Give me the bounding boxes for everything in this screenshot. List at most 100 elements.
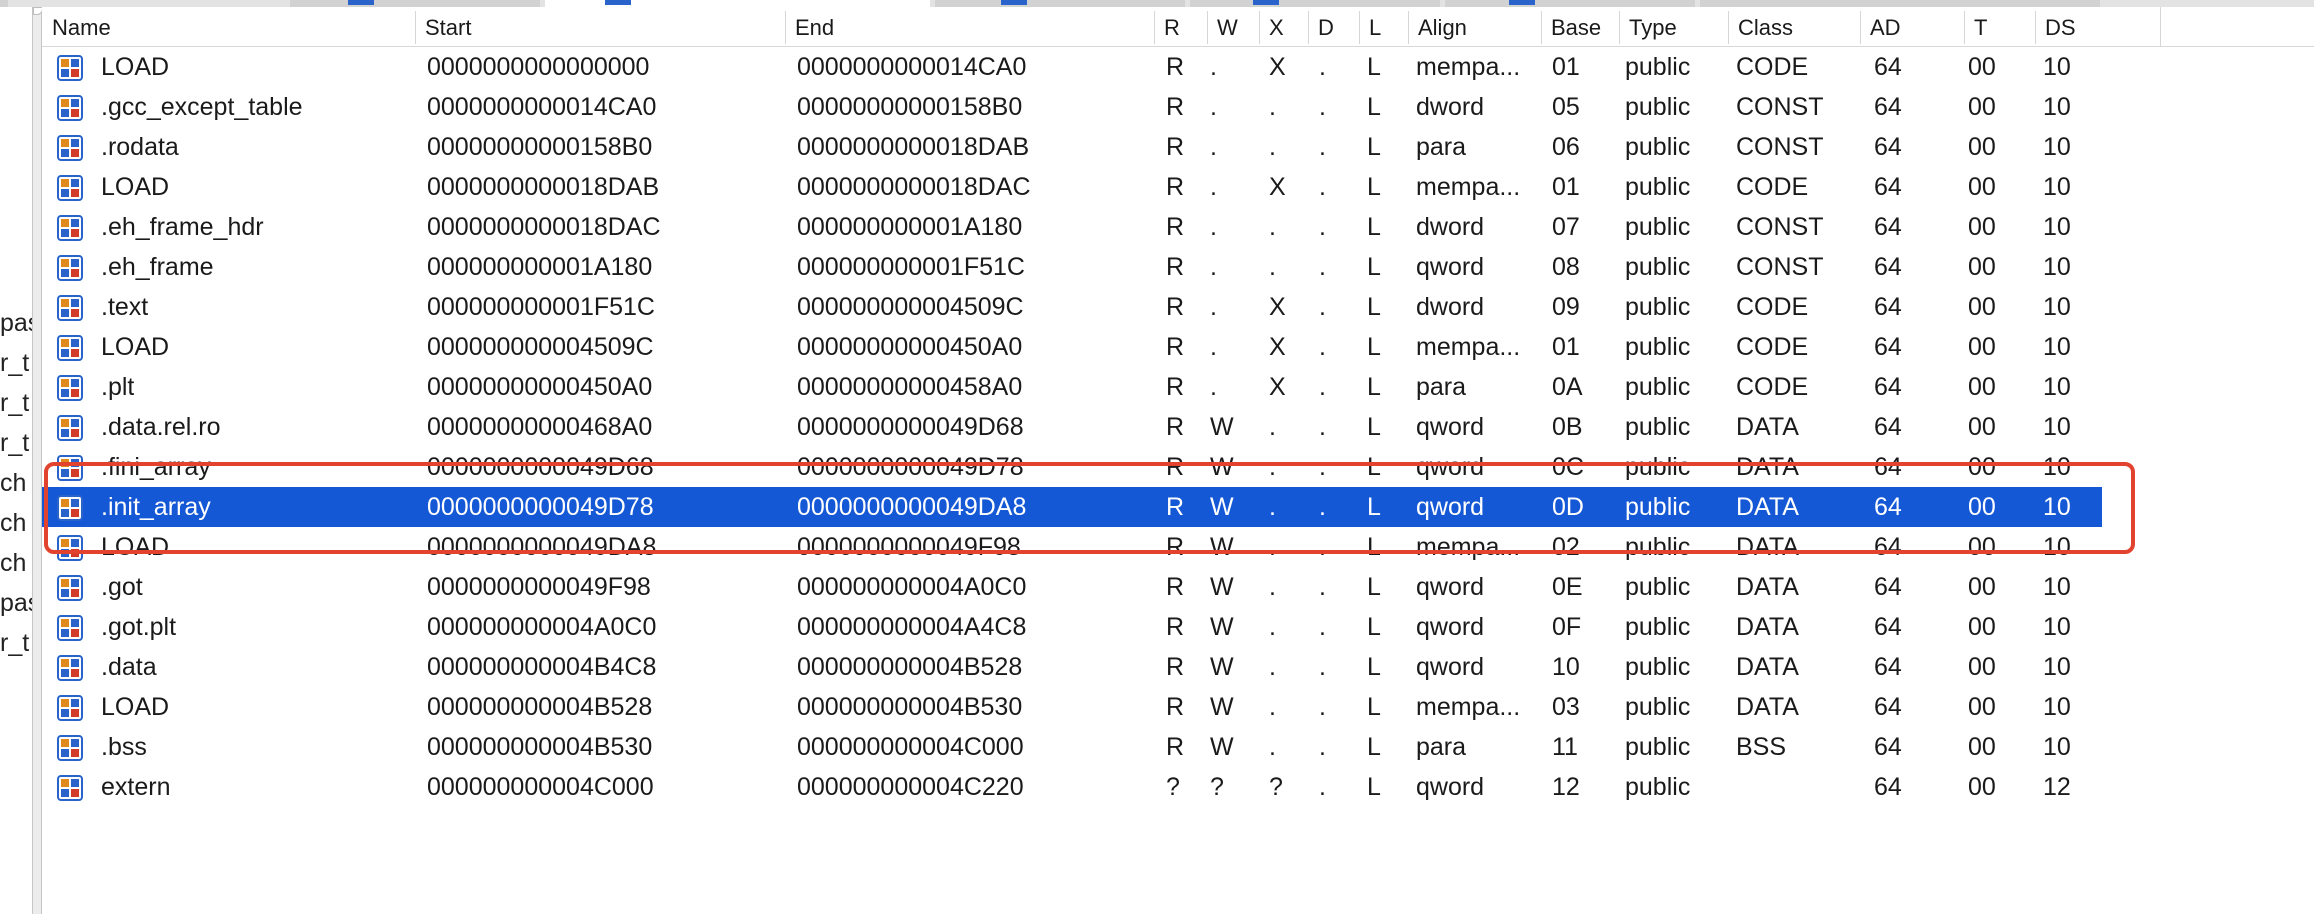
cell-x: X — [1269, 333, 1286, 361]
cell-t: 00 — [1968, 413, 1996, 441]
cell-align: mempa... — [1416, 533, 1521, 561]
column-divider[interactable] — [415, 11, 416, 44]
column-divider[interactable] — [1259, 11, 1260, 44]
column-divider[interactable] — [2035, 11, 2036, 44]
cell-name: LOAD — [101, 693, 170, 721]
column-header-x[interactable]: X — [1269, 15, 1284, 40]
table-row[interactable]: .got 0000000000049F98 000000000004A0C0 R W..… — [42, 567, 2102, 607]
table-row[interactable]: LOAD 000000000004B528 000000000004B530 R W..… — [42, 687, 2102, 727]
cell-l: L — [1367, 613, 1381, 641]
table-row[interactable]: .text 000000000001F51C 000000000004509C R. X… — [42, 287, 2102, 327]
column-header-align[interactable]: Align — [1418, 15, 1467, 40]
table-row[interactable]: extern 000000000004C000 000000000004C220??… — [42, 767, 2102, 807]
table-row[interactable]: .init_array 0000000000049D78 0000000000049… — [42, 487, 2102, 527]
left-panel-text[interactable]: r_t — [0, 629, 30, 657]
tab-fragment[interactable] — [935, 0, 1185, 7]
cell-ds: 10 — [2043, 133, 2071, 161]
column-header-ad[interactable]: AD — [1870, 15, 1901, 40]
cell-t: 00 — [1968, 693, 1996, 721]
table-row[interactable]: .eh_frame_hdr 0000000000018DAC 00000000000… — [42, 207, 2102, 247]
cell-name: .bss — [101, 733, 147, 761]
cell-x: ? — [1269, 773, 1283, 801]
column-divider[interactable] — [1728, 11, 1729, 44]
column-divider[interactable] — [2160, 7, 2161, 46]
left-panel-text[interactable]: pas — [0, 589, 32, 617]
tab-fragment[interactable] — [1700, 0, 2100, 7]
cell-start: 000000000001A180 — [427, 253, 653, 281]
tab-fragment-active[interactable] — [545, 0, 930, 7]
column-header-type[interactable]: Type — [1629, 15, 1677, 40]
left-panel-text[interactable]: r_t — [0, 429, 30, 457]
cell-d: . — [1319, 93, 1326, 121]
column-divider[interactable] — [1619, 11, 1620, 44]
cell-w: . — [1210, 253, 1217, 281]
column-divider[interactable] — [1154, 11, 1155, 44]
cell-end: 000000000001F51C — [797, 253, 1025, 281]
cell-start: 0000000000018DAC — [427, 213, 661, 241]
left-panel-text[interactable]: ch — [0, 549, 27, 577]
column-header-d[interactable]: D — [1318, 15, 1334, 40]
tab-fragment[interactable] — [1445, 0, 1695, 7]
cell-name: .got.plt — [101, 613, 177, 641]
left-panel-text[interactable]: ch — [0, 469, 27, 497]
column-header-start[interactable]: Start — [425, 15, 472, 40]
cell-end: 0000000000018DAB — [797, 133, 1030, 161]
cell-type: public — [1625, 493, 1691, 521]
column-header-class[interactable]: Class — [1738, 15, 1794, 40]
cell-end: 0000000000049F98 — [797, 533, 1021, 561]
table-row[interactable]: LOAD 0000000000018DAB 0000000000018DAC R. X.… — [42, 167, 2102, 207]
cell-w: ? — [1210, 773, 1224, 801]
cell-r: R — [1166, 413, 1185, 441]
column-divider[interactable] — [785, 11, 786, 44]
panel-splitter[interactable] — [32, 7, 43, 914]
column-header-t[interactable]: T — [1974, 15, 1988, 40]
table-row[interactable]: LOAD 0000000000049DA8 0000000000049F98 R W..… — [42, 527, 2102, 567]
column-divider[interactable] — [1308, 11, 1309, 44]
table-row[interactable]: .fini_array 0000000000049D68 0000000000049… — [42, 447, 2102, 487]
cell-name: LOAD — [101, 53, 170, 81]
cell-base: 0B — [1552, 413, 1583, 441]
column-header-base[interactable]: Base — [1551, 15, 1602, 40]
tab-fragment[interactable] — [290, 0, 540, 7]
cell-type: public — [1625, 453, 1691, 481]
table-row[interactable]: .rodata 00000000000158B0 0000000000018DAB R… — [42, 127, 2102, 167]
tab-fragment[interactable] — [0, 0, 8, 7]
table-row[interactable]: LOAD 0000000000000000 0000000000014CA0 R. X.… — [42, 47, 2102, 87]
cell-class: CONST — [1736, 253, 1824, 281]
cell-type: public — [1625, 613, 1691, 641]
column-divider[interactable] — [1207, 11, 1208, 44]
column-header-ds[interactable]: DS — [2045, 15, 2076, 40]
column-header-name[interactable]: Name — [52, 15, 111, 40]
table-row[interactable]: .got.plt 000000000004A0C0 000000000004A4C8… — [42, 607, 2102, 647]
segment-icon — [57, 255, 83, 281]
tab-fragment[interactable] — [1190, 0, 1440, 7]
column-header-w[interactable]: W — [1217, 15, 1238, 40]
left-panel-text[interactable]: r_t — [0, 389, 30, 417]
column-header-r[interactable]: R — [1164, 15, 1180, 40]
table-row[interactable]: .data.rel.ro 00000000000468A0 000000000004… — [42, 407, 2102, 447]
left-panel-text[interactable]: ch — [0, 509, 27, 537]
cell-t: 00 — [1968, 333, 1996, 361]
column-divider[interactable] — [1408, 11, 1409, 44]
cell-r: R — [1166, 213, 1185, 241]
column-divider[interactable] — [1541, 11, 1542, 44]
column-header-end[interactable]: End — [795, 15, 835, 40]
cell-start: 00000000000450A0 — [427, 373, 653, 401]
table-row[interactable]: .data 000000000004B4C8 000000000004B528 R W.… — [42, 647, 2102, 687]
table-row[interactable]: .bss 000000000004B530 000000000004C000 R W..… — [42, 727, 2102, 767]
table-row[interactable]: .eh_frame 000000000001A180 000000000001F51… — [42, 247, 2102, 287]
left-panel-text[interactable]: pas — [0, 309, 32, 337]
column-header-l[interactable]: L — [1369, 15, 1382, 40]
cell-ds: 10 — [2043, 173, 2071, 201]
cell-ad: 64 — [1874, 453, 1902, 481]
column-divider[interactable] — [1860, 11, 1861, 44]
left-panel-text[interactable]: r_t — [0, 349, 30, 377]
cell-d: . — [1319, 493, 1326, 521]
table-row[interactable]: LOAD 000000000004509C 00000000000450A0 R. X.… — [42, 327, 2102, 367]
table-row[interactable]: .gcc_except_table 0000000000014CA0 0000000… — [42, 87, 2102, 127]
table-row[interactable]: .plt 00000000000450A0 00000000000458A0 R. X.… — [42, 367, 2102, 407]
column-divider[interactable] — [1964, 11, 1965, 44]
column-divider[interactable] — [1359, 11, 1360, 44]
cell-start: 000000000004B4C8 — [427, 653, 657, 681]
cell-x: . — [1269, 493, 1276, 521]
